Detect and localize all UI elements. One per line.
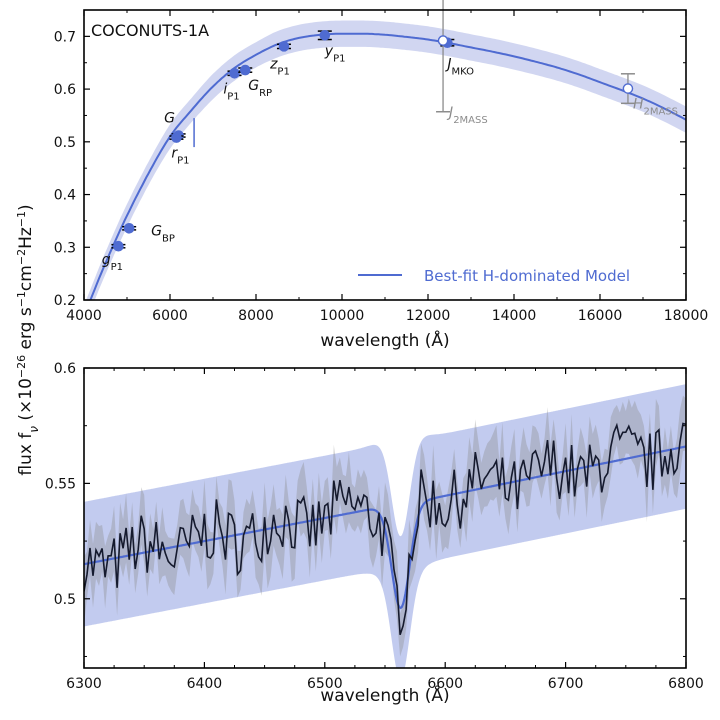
photometry-point-j-2mass — [437, 35, 449, 46]
legend-label: Best-fit H-dominated Model — [424, 267, 630, 285]
band-label: H2MASS — [633, 96, 678, 117]
photometry-point-r-p1 — [171, 132, 182, 143]
photometry-point-g-bp — [123, 222, 135, 234]
x-tick-label: 18000 — [664, 308, 709, 324]
spectrum-observed-line-layer — [84, 422, 686, 636]
x-tick-label: 16000 — [578, 308, 623, 324]
band-label: zP1 — [269, 56, 290, 77]
y-tick-label: 0.2 — [54, 293, 76, 309]
y-tick-label: 0.5 — [54, 135, 76, 151]
photometry-x-axis-label: wavelength (Å) — [320, 329, 449, 351]
band-label: rP1 — [171, 146, 189, 167]
x-tick-label: 8000 — [238, 308, 274, 324]
band-label: G — [164, 110, 175, 126]
band-label: yP1 — [324, 43, 346, 64]
x-tick-label: 4000 — [66, 308, 102, 324]
y-tick-label: 0.3 — [54, 240, 76, 256]
band-label: GBP — [151, 223, 175, 244]
x-tick-label: 6700 — [548, 676, 584, 692]
spectrum-model-line — [84, 445, 686, 610]
y-tick-label: 0.6 — [54, 361, 76, 377]
x-tick-label: 6500 — [307, 676, 343, 692]
band-label: iP1 — [223, 81, 239, 102]
photometry-y-ticks: 0.2 0.3 0.4 0.5 0.6 0.7 — [54, 9, 686, 309]
spectrum-model-line-layer — [84, 445, 686, 610]
object-annotation: COCONUTS-1A — [91, 21, 209, 40]
band-label: GRP — [248, 78, 272, 99]
photometry-point-y-p1 — [319, 30, 331, 41]
observed-spectrum-line — [84, 422, 686, 636]
photometry-point-g-rp — [239, 64, 251, 76]
y-tick-label: 0.6 — [54, 82, 76, 98]
photometry-point-h-2mass — [622, 83, 634, 94]
model-curve-layer — [89, 32, 686, 300]
y-tick-label: 0.5 — [54, 592, 76, 608]
x-tick-label: 6800 — [668, 676, 704, 692]
photometry-point-i-p1 — [229, 67, 240, 79]
y-tick-label: 0.4 — [54, 188, 76, 204]
photometry-x-ticks: 4000 6000 8000 10000 12000 14000 16000 18000 — [66, 10, 708, 324]
photometry-point-z-p1 — [278, 41, 290, 52]
y-tick-label: 0.55 — [45, 476, 76, 492]
spectrum-panel: 6300 6400 6500 6600 6700 6800 0.5 0.55 0.6 wave… — [45, 361, 704, 706]
spectrum-x-ticks: 6300 6400 6500 6600 6700 6800 — [66, 368, 704, 692]
y-tick-label: 0.7 — [54, 29, 76, 45]
x-tick-label: 14000 — [492, 308, 537, 324]
x-tick-label: 10000 — [320, 308, 365, 324]
x-tick-label: 6000 — [152, 308, 188, 324]
photometry-points-layer — [111, 0, 635, 252]
band-label: gP1 — [102, 252, 123, 273]
y-axis-label: flux fν (×10−26 erg s−1cm−2Hz−1) — [15, 204, 42, 475]
x-tick-label: 6400 — [187, 676, 223, 692]
x-tick-label: 6300 — [66, 676, 102, 692]
x-tick-label: 12000 — [406, 308, 451, 324]
model-curve — [89, 32, 686, 300]
band-label: JMKO — [444, 57, 474, 78]
band-label: J2MASS — [446, 105, 488, 126]
spectrum-y-ticks: 0.5 0.55 0.6 — [45, 361, 686, 657]
spectrum-x-axis-label: wavelength (Å) — [320, 684, 449, 706]
x-tick-label: 6600 — [427, 676, 463, 692]
legend: Best-fit H-dominated Model — [358, 267, 630, 285]
photometry-point-g-p1 — [113, 240, 124, 252]
